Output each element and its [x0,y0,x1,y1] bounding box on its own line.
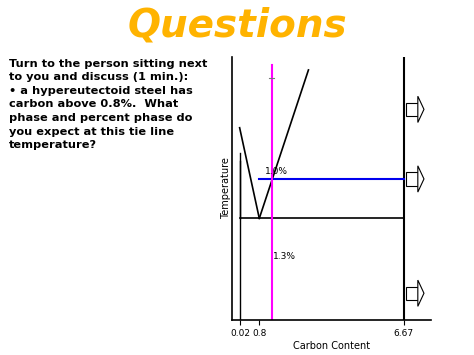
Y-axis label: Temperature: Temperature [221,157,231,219]
Text: 1.3%: 1.3% [273,252,296,261]
Polygon shape [418,166,424,192]
X-axis label: Carbon Content: Carbon Content [293,341,370,351]
Bar [406,173,418,186]
Bar [406,287,418,300]
Text: 1.0%: 1.0% [265,167,289,176]
Polygon shape [418,96,424,122]
Text: Turn to the person sitting next
to you and discuss (1 min.):
• a hypereutectoid : Turn to the person sitting next to you a… [9,59,207,150]
Bar [406,103,418,116]
Polygon shape [418,280,424,306]
Text: Questions: Questions [127,6,347,44]
